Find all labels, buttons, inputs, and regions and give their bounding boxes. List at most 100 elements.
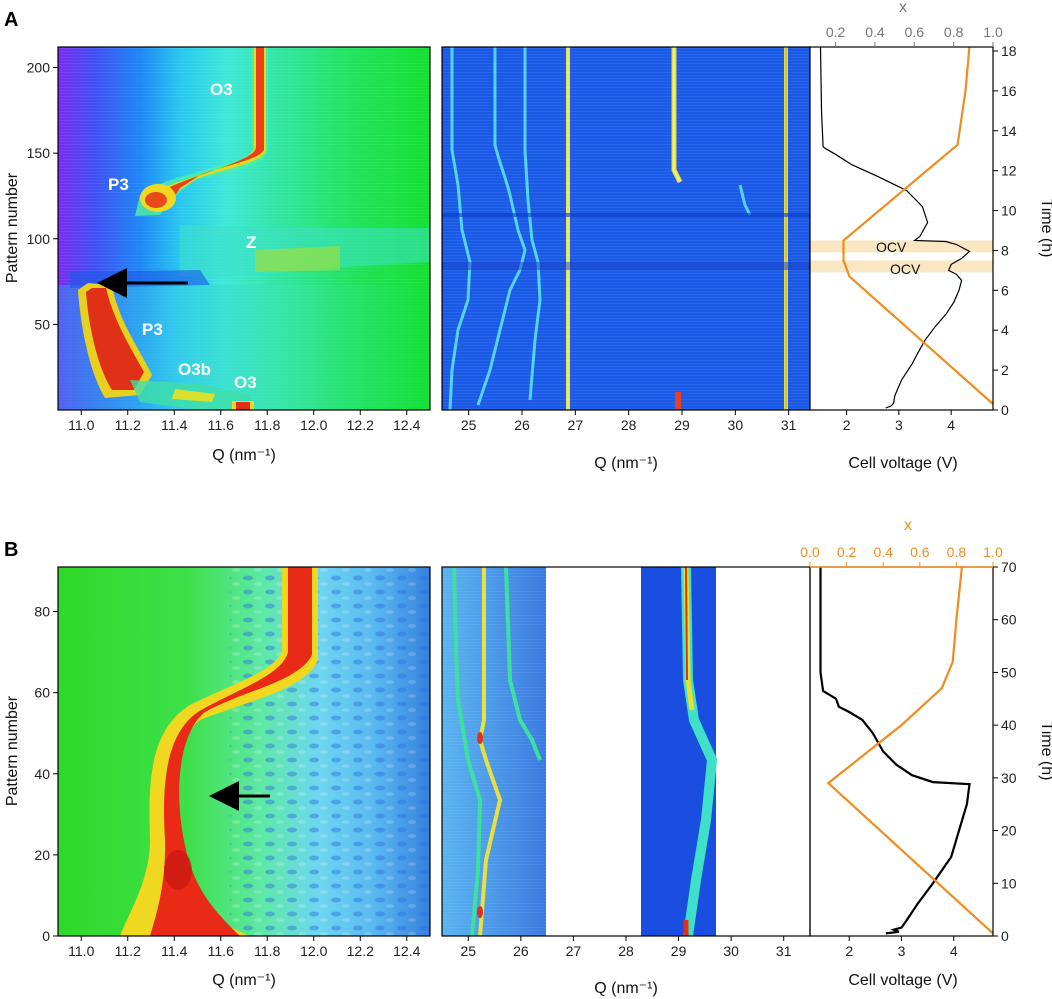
a-right-time-tick-label-5: 10 bbox=[1001, 203, 1017, 219]
b-right-top-tick-label-3: 0.6 bbox=[910, 544, 930, 560]
top-axis-label-a: x bbox=[899, 0, 907, 16]
plot-frame-a-left bbox=[57, 46, 431, 411]
y-ticks-a-left: 50 100 150 200 bbox=[27, 60, 58, 332]
b-right-top-tick-label-0: 0.0 bbox=[800, 544, 820, 560]
a-right-top-tick-label-4: 1.0 bbox=[983, 24, 1003, 40]
xlabel-a-left: Q (nm⁻¹) bbox=[212, 447, 276, 464]
phase-label-p3-upper: P3 bbox=[108, 175, 129, 194]
top-ticks-a-right: 0.2 0.4 0.6 0.8 1.0 bbox=[826, 24, 1003, 47]
a-mid-x-tick-label-6: 31 bbox=[781, 417, 797, 433]
a-left-x-tick-label-1: 11.2 bbox=[115, 417, 141, 433]
b-right-top-tick-label-1: 0.2 bbox=[837, 544, 857, 560]
b-right-time-tick-label-0: 0 bbox=[1001, 928, 1009, 944]
top-ticks-b-right: 0.0 0.2 0.4 0.6 0.8 1.0 bbox=[800, 544, 1003, 567]
plot-a-right: OCV OCV bbox=[810, 46, 994, 410]
a-left-x-tick-label-0: 11.0 bbox=[68, 417, 94, 433]
xlabel-a-right: Cell voltage (V) bbox=[848, 455, 957, 472]
b-right-x-tick-label-1: 3 bbox=[898, 943, 906, 959]
b-left-x-tick-label-0: 11.0 bbox=[68, 943, 94, 959]
x-ticks-a-left: 11.0 11.2 11.4 11.6 11.8 12.0 12.2 12.4 bbox=[68, 410, 421, 433]
a-mid-x-tick-label-4: 29 bbox=[674, 417, 690, 433]
xlabel-b-right: Cell voltage (V) bbox=[848, 972, 957, 989]
b-mid-x-tick-label-6: 31 bbox=[776, 943, 792, 959]
plot-b-right bbox=[819, 566, 994, 935]
x-ticks-a-right: 2 3 4 bbox=[843, 410, 955, 433]
heatmap-b-mid bbox=[442, 567, 810, 936]
series-x-b bbox=[826, 566, 994, 935]
time-ticks-b-right: 0 10 20 30 40 50 60 70 bbox=[993, 559, 1017, 944]
phase-label-p3-lower: P3 bbox=[142, 320, 163, 339]
b-left-y-tick-label-2: 40 bbox=[34, 766, 50, 782]
a-left-y-tick-label-0: 50 bbox=[34, 316, 50, 332]
ocv-label-1: OCV bbox=[876, 239, 907, 255]
a-left-x-tick-label-7: 12.4 bbox=[393, 417, 420, 433]
a-left-x-tick-label-4: 11.8 bbox=[254, 417, 280, 433]
phase-label-o3-top: O3 bbox=[210, 80, 233, 99]
a-left-y-tick-label-2: 150 bbox=[27, 145, 51, 161]
b-right-x-tick-label-0: 2 bbox=[845, 943, 853, 959]
heatmap-a-mid bbox=[442, 47, 810, 410]
a-right-time-tick-label-3: 6 bbox=[1001, 282, 1009, 298]
a-mid-x-tick-label-1: 26 bbox=[514, 417, 530, 433]
a-mid-x-tick-label-0: 25 bbox=[461, 417, 477, 433]
phase-label-z: Z bbox=[246, 233, 256, 252]
b-right-time-tick-label-4: 40 bbox=[1001, 717, 1017, 733]
ylabel-b-left: Pattern number bbox=[4, 695, 21, 806]
b-left-y-tick-label-0: 0 bbox=[42, 928, 50, 944]
a-left-y-tick-label-3: 200 bbox=[27, 60, 51, 76]
x-ticks-a-mid: 25 26 27 28 29 30 31 bbox=[461, 410, 797, 433]
b-left-x-tick-label-3: 11.6 bbox=[208, 943, 234, 959]
phase-label-o3-bottom: O3 bbox=[234, 373, 257, 392]
phase-label-o3b: O3b bbox=[178, 360, 211, 379]
time-ticks-a-right: 0 2 4 6 8 10 12 14 16 18 bbox=[993, 43, 1017, 418]
heatmap-a-left bbox=[58, 47, 430, 410]
b-right-time-tick-label-1: 10 bbox=[1001, 875, 1017, 891]
xlabel-b-mid: Q (nm⁻¹) bbox=[594, 980, 658, 997]
b-right-x-tick-label-2: 4 bbox=[950, 943, 958, 959]
b-left-y-tick-label-1: 20 bbox=[34, 847, 50, 863]
a-right-time-tick-label-0: 0 bbox=[1001, 402, 1009, 418]
a-left-x-tick-label-2: 11.4 bbox=[161, 417, 187, 433]
x-ticks-b-mid: 25 26 27 28 29 30 31 bbox=[460, 936, 792, 959]
panel-label-b: B bbox=[4, 539, 18, 561]
b-left-x-tick-label-4: 11.8 bbox=[254, 943, 280, 959]
xlabel-a-mid: Q (nm⁻¹) bbox=[594, 455, 658, 472]
a-mid-x-tick-label-2: 27 bbox=[568, 417, 584, 433]
series-cell-voltage-a bbox=[819, 46, 971, 409]
a-right-top-tick-label-0: 0.2 bbox=[826, 24, 846, 40]
a-mid-x-tick-label-5: 30 bbox=[728, 417, 744, 433]
a-left-y-tick-label-1: 100 bbox=[27, 231, 51, 247]
b-right-time-tick-label-6: 60 bbox=[1001, 612, 1017, 628]
a-right-top-tick-label-2: 0.6 bbox=[905, 24, 925, 40]
ylabel-a-left: Pattern number bbox=[4, 172, 21, 283]
b-right-time-tick-label-3: 30 bbox=[1001, 770, 1017, 786]
b-left-x-tick-label-2: 11.4 bbox=[161, 943, 187, 959]
y-ticks-b-left: 0 20 40 60 80 bbox=[34, 604, 58, 944]
b-mid-x-tick-label-3: 28 bbox=[618, 943, 634, 959]
panel-label-a: A bbox=[4, 9, 18, 31]
a-right-top-tick-label-1: 0.4 bbox=[865, 24, 885, 40]
top-axis-label-b: x bbox=[904, 517, 912, 534]
a-left-x-tick-label-5: 12.0 bbox=[300, 417, 327, 433]
plot-frame-b-left bbox=[57, 566, 431, 937]
ocv-band-2 bbox=[810, 260, 993, 273]
b-right-time-tick-label-2: 20 bbox=[1001, 823, 1017, 839]
a-right-x-tick-label-2: 4 bbox=[947, 417, 955, 433]
timelabel-a-right: Time (h) bbox=[1038, 199, 1052, 258]
x-ticks-b-right: 2 3 4 bbox=[845, 936, 958, 959]
a-mid-x-tick-label-3: 28 bbox=[621, 417, 637, 433]
b-mid-x-tick-label-1: 26 bbox=[513, 943, 529, 959]
b-left-x-tick-label-7: 12.4 bbox=[393, 943, 420, 959]
ocv-label-2: OCV bbox=[890, 261, 921, 277]
b-mid-x-tick-label-2: 27 bbox=[566, 943, 582, 959]
a-right-time-tick-label-1: 2 bbox=[1001, 362, 1009, 378]
plot-frame-b-right bbox=[809, 566, 994, 937]
a-left-x-tick-label-3: 11.6 bbox=[208, 417, 234, 433]
a-right-time-tick-label-2: 4 bbox=[1001, 322, 1009, 338]
series-cell-voltage-b bbox=[819, 567, 971, 935]
a-right-time-tick-label-9: 18 bbox=[1001, 43, 1017, 59]
a-right-time-tick-label-7: 14 bbox=[1001, 123, 1017, 139]
b-right-time-tick-label-7: 70 bbox=[1001, 559, 1017, 575]
b-mid-x-tick-label-4: 29 bbox=[671, 943, 687, 959]
